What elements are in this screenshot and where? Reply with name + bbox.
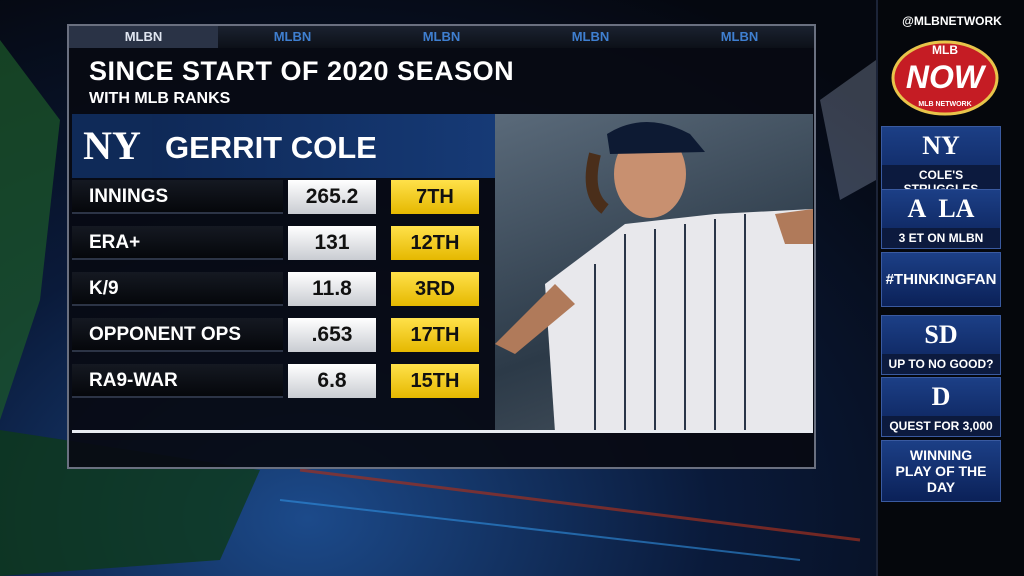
team-logo: NY — [72, 114, 152, 178]
stat-value: .653 — [288, 318, 376, 352]
network-tab: MLBN — [571, 29, 610, 44]
network-bar: MLBN MLBN MLBN MLBN MLBN — [69, 26, 814, 48]
promo-icons: A LA — [882, 190, 1000, 228]
promo-item: D QUEST FOR 3,000 — [881, 377, 1001, 437]
promo-label: #THINKINGFAN — [885, 271, 997, 288]
promo-item: #THINKINGFAN — [881, 252, 1001, 307]
team-icon: D — [931, 382, 951, 411]
stat-label: OPPONENT OPS — [72, 318, 283, 352]
player-name: GERRIT COLE — [165, 130, 377, 165]
stat-value: 131 — [288, 226, 376, 260]
promo-icons: SD — [882, 316, 1000, 354]
team-icon: A — [907, 194, 927, 223]
divider — [72, 430, 813, 433]
stats-panel: MLBN MLBN MLBN MLBN MLBN SINCE START OF 2020… — [67, 24, 816, 469]
promo-label: WINNING PLAY OF THE DAY — [895, 447, 987, 495]
stat-label: RA9-WAR — [72, 364, 283, 398]
title: SINCE START OF 2020 SEASON — [89, 56, 515, 86]
stat-label: INNINGS — [72, 180, 283, 214]
network-tab: MLBN — [273, 29, 312, 44]
team-icon: SD — [924, 320, 958, 349]
promo-icons: D — [882, 378, 1000, 416]
promo-label: 3 ET ON MLBN — [882, 228, 1000, 248]
stat-value: 265.2 — [288, 180, 376, 214]
stat-rank: 12TH — [391, 226, 479, 260]
sidebar: @MLBNETWORK MLB NOW MLB NETWORK NY COLE'S… — [876, 0, 1024, 576]
team-icon: LA — [938, 194, 975, 223]
photo-art — [495, 122, 813, 432]
stat-label: ERA+ — [72, 226, 283, 260]
team-icon: NY — [922, 131, 960, 160]
promo-label: UP TO NO GOOD? — [882, 354, 1000, 374]
promo-icons: NY — [882, 127, 1000, 165]
logo-bottom: MLB NETWORK — [918, 101, 971, 108]
subtitle: WITH MLB RANKS — [89, 90, 231, 107]
promo-item: A LA 3 ET ON MLBN — [881, 189, 1001, 249]
network-tab: MLBN — [720, 29, 759, 44]
now-logo: MLB NOW MLB NETWORK — [891, 40, 999, 116]
network-tab: MLBN — [422, 29, 461, 44]
stat-rank: 7TH — [391, 180, 479, 214]
stat-value: 6.8 — [288, 364, 376, 398]
stat-rank: 15TH — [391, 364, 479, 398]
promo-item: SD UP TO NO GOOD? — [881, 315, 1001, 375]
stat-rank: 17TH — [391, 318, 479, 352]
promo-label: QUEST FOR 3,000 — [882, 416, 1000, 436]
network-tab: MLBN — [69, 26, 218, 48]
logo-top: MLB — [932, 43, 958, 57]
stat-rank: 3RD — [391, 272, 479, 306]
promo-item: WINNING PLAY OF THE DAY — [881, 440, 1001, 502]
logo-main: NOW — [906, 59, 987, 95]
stat-value: 11.8 — [288, 272, 376, 306]
player-photo — [495, 114, 813, 432]
stat-label: K/9 — [72, 272, 283, 306]
handle: @MLBNETWORK — [902, 14, 1002, 28]
